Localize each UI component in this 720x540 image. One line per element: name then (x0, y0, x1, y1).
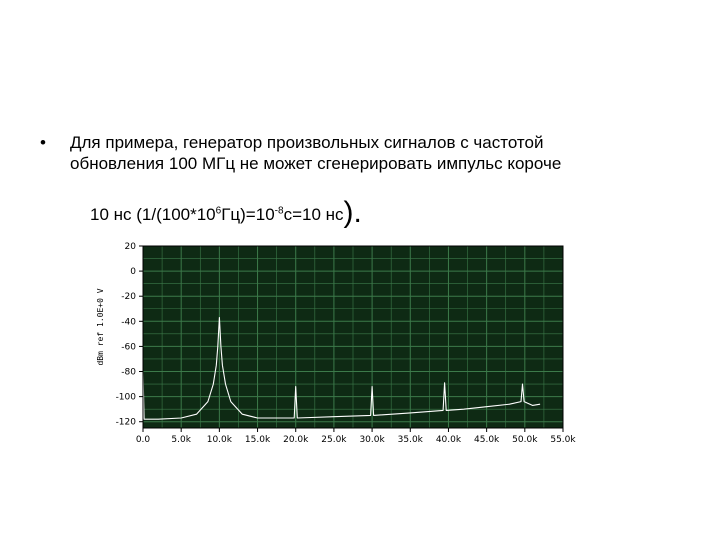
y-tick-label: -100 (116, 393, 137, 403)
formula-sup-1: 6 (215, 205, 222, 217)
y-tick-label: -60 (121, 342, 136, 352)
formula-part-1: 10 нс (1/(100*10 (90, 205, 216, 224)
formula-part-3: с=10 нс (283, 205, 344, 224)
formula-sup-2: -8 (274, 205, 284, 217)
formula-close-paren: ) (343, 196, 354, 229)
bullet-paragraph: • Для примера, генератор произвольных си… (40, 132, 680, 174)
bullet-item: • Для примера, генератор произвольных си… (40, 132, 680, 174)
y-tick-label: -120 (116, 418, 137, 428)
y-tick-label: 20 (125, 242, 137, 252)
x-tick-label: 55.0k (550, 435, 576, 445)
x-tick-label: 45.0k (474, 435, 500, 445)
bullet-dot: • (40, 133, 46, 152)
y-axis-label: dBm ref 1.0E+0 V (96, 288, 105, 365)
series-trace (142, 316, 541, 420)
plot-frame (142, 245, 564, 429)
x-tick-label: 15.0k (245, 435, 271, 445)
x-tick-label: 0.0 (136, 435, 151, 445)
formula-part-2: Гц)=10 (221, 205, 275, 224)
paragraph-line-2: обновления 100 МГц не может сгенерироват… (70, 154, 562, 173)
x-tick-label: 30.0k (359, 435, 385, 445)
x-tick-label: 50.0k (512, 435, 538, 445)
formula-period: . (353, 196, 362, 229)
x-tick-label: 40.0k (436, 435, 462, 445)
x-tick-label: 25.0k (321, 435, 347, 445)
y-tick-label: -80 (121, 368, 136, 378)
paragraph-line-1: Для примера, генератор произвольных сигн… (70, 133, 544, 152)
grid-layer (143, 245, 563, 428)
y-tick-label: -40 (121, 317, 136, 327)
trace-layer (142, 316, 541, 420)
y-tick-label: 0 (130, 267, 136, 277)
x-tick-label: 5.0k (171, 435, 191, 445)
x-tick-label: 10.0k (207, 435, 233, 445)
y-tick-label: -20 (121, 292, 136, 302)
axis-layer: 0.0 5.0k 10.0k 15.0k 20.0k 25.0k 30.0k 35.0k 40.… (116, 242, 577, 445)
x-tick-label: 20.0k (283, 435, 309, 445)
formula-line: 10 нс (1/(100*106Гц)=10-8с=10 нс). (90, 196, 362, 230)
x-tick-label: 35.0k (398, 435, 424, 445)
